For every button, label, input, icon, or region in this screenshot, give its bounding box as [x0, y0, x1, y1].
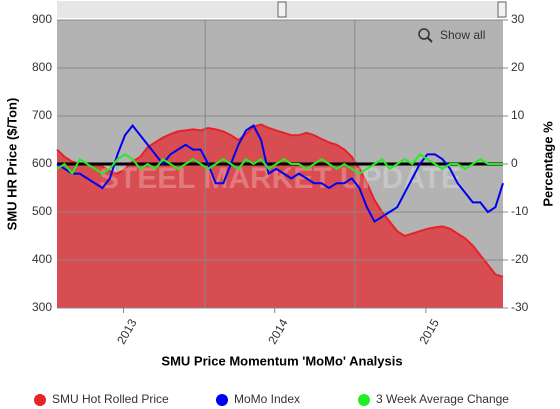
y2-tick-label: -20: [511, 252, 529, 266]
y-tick-label: 900: [32, 12, 52, 26]
y-tick-label: 700: [32, 108, 52, 122]
watermark: STEEL MARKET UPDATE: [99, 162, 461, 195]
y-tick-label: 500: [32, 204, 52, 218]
y2-tick-label: 10: [511, 108, 525, 122]
y2-tick-label: 0: [511, 156, 518, 170]
legend-label: SMU Hot Rolled Price: [52, 392, 169, 406]
legend-label: MoMo Index: [234, 392, 300, 406]
legend-swatch: [34, 394, 46, 406]
line: [56, 123, 504, 224]
navigator-handle[interactable]: [277, 1, 287, 18]
x-tick-label: 2013: [114, 316, 140, 346]
area: [57, 124, 503, 308]
legend-item[interactable]: 3 Week Average Change: [358, 392, 509, 406]
x-tick-label: 2015: [416, 316, 442, 346]
legend-swatch: [358, 394, 370, 406]
plot: STEEL MARKET UPDATE: [56, 19, 504, 309]
y-tick-label: 400: [32, 252, 52, 266]
y-tick-label: 800: [32, 60, 52, 74]
legend-item[interactable]: SMU Hot Rolled Price: [34, 392, 169, 406]
show-all-button[interactable]: Show all: [418, 28, 485, 43]
button-label[interactable]: Show all: [440, 28, 485, 42]
y-axis-title: SMU HR Price ($/Ton): [4, 98, 19, 231]
y-tick-label: 600: [32, 156, 52, 170]
x-axis-title: SMU Price Momentum 'MoMo' Analysis: [161, 353, 402, 368]
y2-tick-label: -30: [511, 300, 529, 314]
x-tick-label: 2014: [265, 316, 291, 346]
legend-swatch: [216, 394, 228, 406]
navigator-handle[interactable]: [497, 1, 507, 18]
y2-tick-label: -10: [511, 204, 529, 218]
line: [56, 153, 503, 176]
y-tick-label: 300: [32, 300, 52, 314]
legend-item[interactable]: MoMo Index: [216, 392, 300, 406]
y2-axis-title: Percentage %: [540, 121, 555, 207]
y2-tick-label: 30: [511, 12, 525, 26]
legend-label: 3 Week Average Change: [376, 392, 509, 406]
y2-tick-label: 20: [511, 60, 525, 74]
zoom-icon: [427, 37, 433, 43]
zoom-icon: [418, 28, 430, 40]
